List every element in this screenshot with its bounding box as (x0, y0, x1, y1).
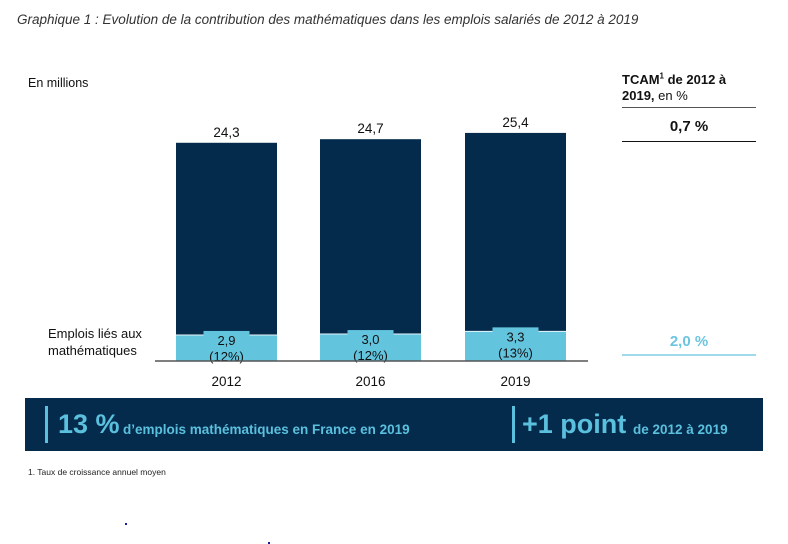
footnote: 1. Taux de croissance annuel moyen (28, 467, 166, 477)
banner-accent-bar-left (45, 406, 48, 443)
stray-dot (125, 523, 127, 525)
chart-title: Graphique 1 : Evolution de la contributi… (17, 12, 639, 27)
series-label-line-2: mathématiques (48, 343, 137, 358)
banner-left-text: d’emplois mathématiques en France en 201… (123, 422, 410, 437)
banner-left-figure: 13 % (58, 409, 120, 439)
footnote-ref: 1 (659, 71, 664, 81)
x-tick-label: 2012 (211, 374, 241, 389)
math-label-box (347, 330, 394, 361)
banner-right-text: de 2012 à 2019 (633, 422, 728, 437)
bar-chart: 2,9(12%)24,320123,0(12%)24,720163,3(13%)… (155, 115, 588, 389)
banner-right-figure: +1 point (522, 409, 627, 439)
banner-accent-bar-right (512, 406, 515, 443)
tcam-divider-top (622, 107, 756, 108)
math-value-label: 3,3 (506, 329, 524, 344)
total-value-label: 24,7 (357, 121, 383, 136)
math-label-box (203, 330, 250, 361)
tcam-header-normal: en % (654, 88, 688, 103)
total-value-label: 25,4 (502, 115, 529, 130)
series-label-math: Emplois liés aux mathématiques (48, 325, 142, 359)
tcam-divider-total (622, 141, 756, 142)
key-figures-banner: 13 % d’emplois mathématiques en France e… (25, 398, 763, 451)
total-value-label: 24,3 (213, 125, 239, 140)
bar-other-2012 (176, 142, 277, 335)
stray-dot (268, 542, 270, 544)
x-tick-label: 2016 (355, 374, 385, 389)
math-label-box (492, 327, 539, 361)
x-tick-label: 2019 (500, 374, 530, 389)
math-share-label: (12%) (353, 348, 388, 363)
bar-other-2019 (465, 132, 566, 332)
tcam-total-value: 0,7 % (669, 118, 709, 135)
tcam-header-bold: TCAM (622, 72, 660, 87)
math-share-label: (12%) (209, 349, 244, 364)
math-value-label: 3,0 (361, 332, 379, 347)
tcam-math-value: 2,0 % (669, 333, 709, 350)
math-share-label: (13%) (498, 345, 533, 360)
unit-label: En millions (28, 76, 89, 90)
tcam-header: TCAM1 de 2012 à 2019, en % (622, 72, 756, 104)
bar-other-2016 (320, 139, 421, 335)
tcam-header-bold-rest: de 2012 à 2019, (622, 72, 727, 103)
tcam-divider-math (622, 354, 756, 356)
series-label-line-1: Emplois liés aux (48, 326, 142, 341)
math-value-label: 2,9 (217, 333, 235, 348)
